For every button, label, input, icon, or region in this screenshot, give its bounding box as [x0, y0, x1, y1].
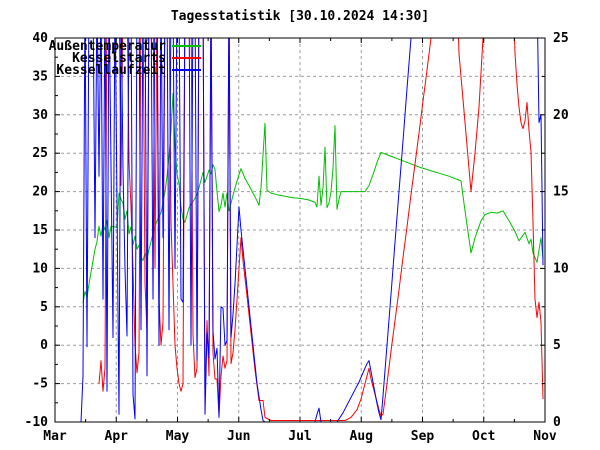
y-right-tick-label: 15	[553, 185, 569, 200]
legend-item-kesselstarts: Kesselstarts	[48, 50, 201, 66]
y-left-tick-label: 0	[40, 338, 48, 353]
series-kesselstarts-line	[98, 38, 544, 421]
y-left-tick-label: 35	[32, 69, 48, 84]
x-tick-label: Sep	[411, 429, 435, 444]
x-tick-label: Jun	[227, 429, 250, 444]
x-tick-label: Oct	[472, 429, 495, 444]
x-tick-label: Nov	[533, 429, 557, 444]
legend-label-auentemperatur: Außentemperatur	[48, 38, 166, 54]
y-right-tick-label: 0	[553, 415, 561, 430]
legend-line-sample-auentemperatur	[172, 45, 201, 47]
legend-line-sample-kessellaufzeit	[172, 69, 201, 71]
legend-label-kesselstarts: Kesselstarts	[72, 50, 166, 66]
y-left-tick-label: 40	[32, 31, 48, 46]
chart-title: Tagesstatistik [30.10.2024 14:30]	[170, 9, 430, 24]
legend-line-sample-kesselstarts	[172, 57, 201, 59]
y-left-tick-label: -10	[25, 415, 49, 430]
legend: Außentemperatur Kesselstarts Kessellaufzei…	[48, 38, 201, 78]
y-left-tick-label: 30	[32, 108, 48, 123]
x-tick-label: Apr	[105, 429, 129, 444]
y-right-tick-label: 25	[553, 31, 569, 46]
x-tick-label: Aug	[350, 429, 373, 444]
x-tick-label: Jul	[288, 429, 311, 444]
y-left-tick-label: 25	[32, 146, 48, 161]
series-kessellaufzeit-line	[80, 38, 544, 422]
y-right-tick-label: 20	[553, 108, 569, 123]
y-right-tick-label: 10	[553, 261, 569, 276]
legend-label-kessellaufzeit: Kessellaufzeit	[56, 62, 166, 78]
y-left-tick-label: 20	[32, 185, 48, 200]
y-left-tick-label: 15	[32, 223, 48, 238]
y-left-tick-label: 5	[40, 300, 48, 315]
x-tick-label: May	[166, 429, 190, 444]
y-left-tick-label: 10	[32, 261, 48, 276]
legend-item-kessellaufzeit: Kessellaufzeit	[48, 62, 201, 78]
legend-item-auentemperatur: Außentemperatur	[48, 38, 201, 54]
y-left-tick-label: -5	[32, 377, 48, 392]
y-right-tick-label: 5	[553, 338, 561, 353]
x-tick-label: Mar	[43, 429, 67, 444]
